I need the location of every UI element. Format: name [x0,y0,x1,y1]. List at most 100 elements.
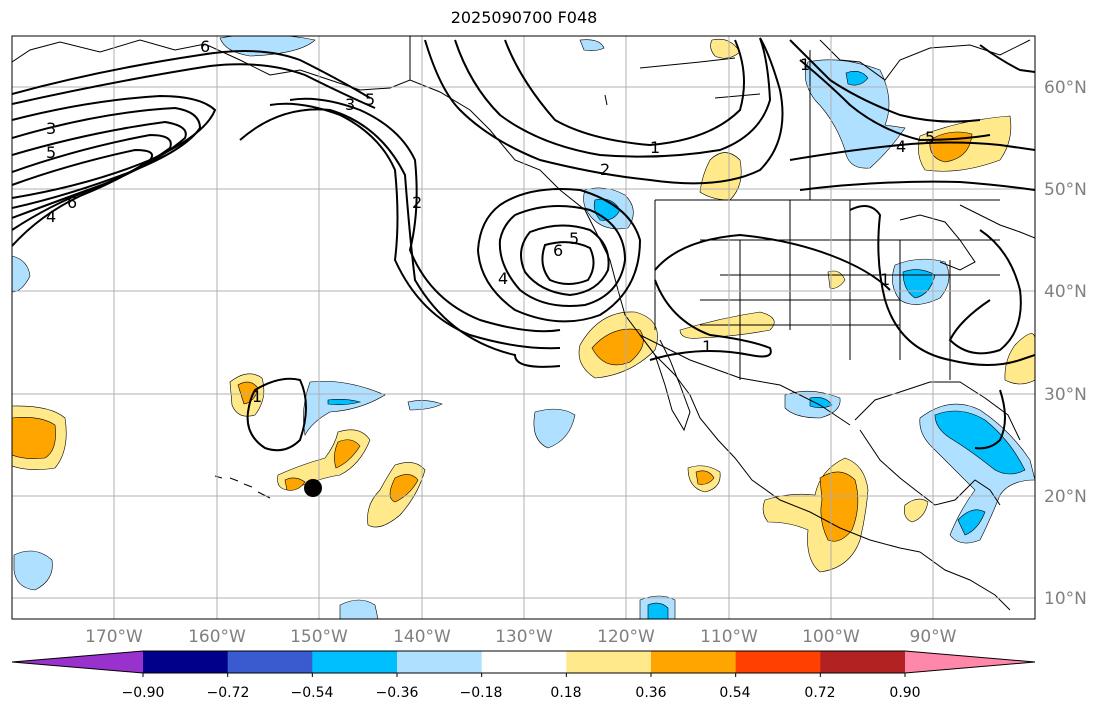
colorbar-segment [481,651,567,673]
contour-labels: 6 3 5 3 5 6 4 2 4 5 6 1 2 1 5 4 1 1 1 [46,37,935,406]
contour-line [799,59,991,142]
latitude-label: 60°N [1044,78,1087,98]
location-marker [304,479,322,497]
contour-label: 4 [896,137,906,156]
contour-label: 5 [925,128,935,147]
longitude-label: 170°W [85,627,143,647]
colorbar-segment [820,651,906,673]
anomaly-region-light-blue [12,255,31,293]
anomaly-region-light-blue [407,400,443,411]
colorbar-segment [312,651,398,673]
contour-line [12,50,371,99]
contour-label: 5 [365,90,375,109]
colorbar-tick-label: 0.36 [635,685,666,701]
anomaly-region-yellow [1004,333,1035,385]
contour-line [246,377,307,452]
contour-line [649,279,772,361]
anomaly-region-light-blue [919,403,1035,544]
anomaly-region-light-blue [303,380,386,436]
colorbar-tick-label: 0.90 [889,685,920,701]
contour-label: 6 [553,241,563,260]
contour-label: 1 [702,337,712,356]
latitude-label: 10°N [1044,589,1087,609]
colorbar-tick-label: −0.72 [207,685,250,701]
colorbar: −0.90 −0.72 −0.54 −0.36 −0.18 0.18 0.36 … [11,650,1036,701]
anomaly-region-blue [647,602,669,619]
contour-line [12,94,217,199]
map-frame [11,35,1036,620]
contours [12,37,1035,452]
contour-label: 1 [252,387,262,406]
contour-label: 2 [600,160,610,179]
colorbar-tick-label: 0.54 [719,685,750,701]
anomaly-region-light-blue [339,599,379,619]
contour-label: 3 [345,95,355,114]
contour-line [654,233,891,291]
contour-line [12,148,154,247]
contour-line [948,229,1022,355]
anomaly-region-orange [819,471,859,542]
contour-line [12,133,172,231]
contour-label: 1 [800,55,810,74]
contour-line [520,224,610,297]
colorbar-segment [651,651,737,673]
contour-line [504,39,745,147]
contour-label: 1 [650,138,660,157]
longitude-labels: 170°W 160°W 150°W 140°W 130°W 120°W 110°… [85,627,957,647]
longitude-label: 110°W [700,627,758,647]
colorbar-segment [227,651,313,673]
border [700,200,1000,380]
anomaly-region-light-blue [13,550,53,591]
longitude-label: 90°W [910,627,957,647]
contour-line [974,389,1006,450]
contour-line [12,106,202,209]
anomaly-region-yellow [710,38,741,59]
latitude-label: 30°N [1044,385,1087,405]
contour-line [289,97,561,333]
contour-line [979,44,1035,73]
contour-line [849,205,1035,366]
colorbar-extend-high [905,651,1035,673]
latitude-label: 50°N [1044,180,1087,200]
colorbar-segment [397,651,483,673]
contour-label: 5 [46,143,56,162]
coastline [859,429,1001,506]
anomaly-region-orange [284,477,306,491]
contour-line [789,39,981,123]
anomaly-region-blue [957,509,986,536]
latitude-labels: 60°N 50°N 40°N 30°N 20°N 10°N [1044,78,1087,609]
anomaly-region-light-blue [579,39,605,51]
contour-label: 2 [412,193,422,212]
longitude-label: 160°W [188,627,246,647]
longitude-label: 130°W [495,627,553,647]
colorbar-segment [143,651,229,673]
colorbar-tick-label: −0.36 [376,685,419,701]
contour-line [476,188,642,323]
anomaly-region-orange [12,417,56,459]
colorbar-tick-label: −0.90 [122,685,165,701]
contour-label: 6 [67,193,77,212]
contour-line [454,37,772,158]
coastline [214,475,271,499]
contour-label: 4 [46,207,56,226]
contour-line [269,102,561,350]
contour-label: 1 [880,270,890,289]
contour-label: 3 [46,119,56,138]
contour-label: 5 [569,229,579,248]
border [639,334,851,426]
anomaly-region-blue [809,397,833,409]
colorbar-segments [12,651,1035,673]
colorbar-extend-low [12,651,143,673]
anomaly-region-orange [591,328,644,366]
graticule [12,36,1035,619]
longitude-label: 150°W [290,627,348,647]
longitude-label: 120°W [597,627,655,647]
coastline [919,551,1011,611]
coastline [959,204,1035,239]
latitude-label: 20°N [1044,487,1087,507]
anomaly-region-yellow [904,498,929,523]
contour-line [789,141,1035,161]
contour-line [424,37,784,185]
colorbar-tick-label: 0.72 [804,685,835,701]
